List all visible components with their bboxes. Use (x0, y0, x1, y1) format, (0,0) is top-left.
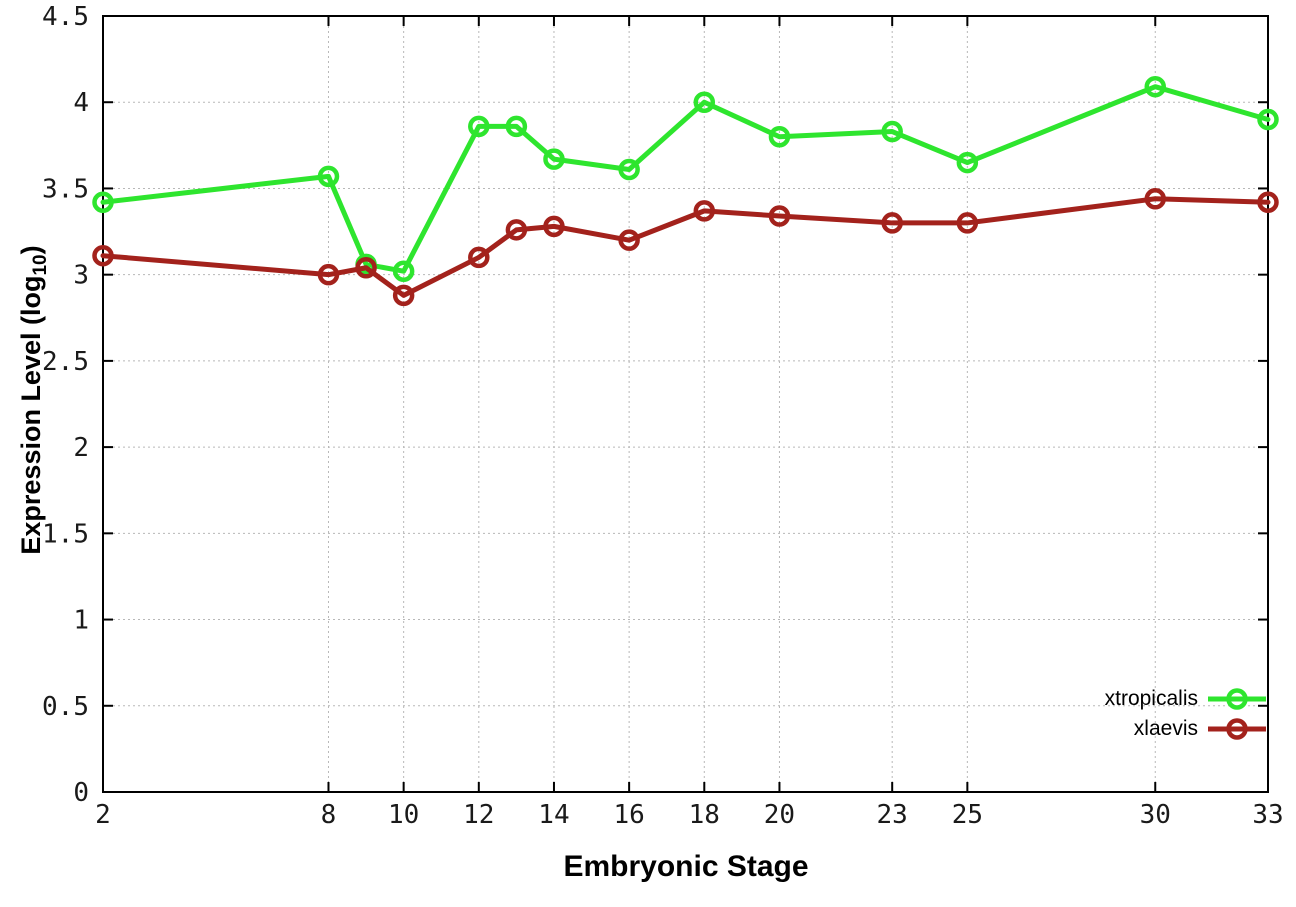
data-point-xtropicalis (505, 115, 528, 138)
data-point-xlaevis (92, 244, 114, 267)
data-point-xtropicalis (956, 151, 979, 174)
data-point-xtropicalis (1257, 108, 1279, 131)
x-tick-label: 16 (613, 800, 644, 830)
data-point-xtropicalis (1144, 75, 1167, 98)
x-tick-label: 20 (764, 800, 795, 830)
data-point-xlaevis (543, 215, 565, 238)
data-point-xlaevis (693, 200, 716, 222)
plot-border (102, 15, 1269, 793)
y-tick-label: 0 (73, 778, 89, 808)
y-tick-label: 1 (73, 606, 89, 636)
data-point-xlaevis (392, 284, 415, 307)
data-point-xtropicalis (693, 91, 716, 113)
y-axis-title-text: Expression Level (log (15, 275, 46, 555)
y-tick-label: 3 (73, 261, 89, 291)
x-tick-label: 25 (952, 800, 983, 830)
data-point-xtropicalis (543, 148, 565, 170)
y-tick-label: 4.5 (42, 2, 89, 32)
y-axis-title-close: ) (15, 245, 46, 255)
data-point-xlaevis (355, 257, 377, 279)
legend-item-xtropicalis: xtropicalis (1105, 686, 1266, 712)
legend-sample-line-icon (1208, 688, 1266, 710)
x-axis-title: Embryonic Stage (563, 850, 809, 883)
y-tick-label: 2.5 (42, 347, 89, 377)
x-tick-label: 12 (463, 800, 494, 830)
legend-label-xlaevis: xlaevis (1133, 717, 1198, 740)
x-tick-label: 2 (95, 800, 111, 830)
data-point-xtropicalis (881, 120, 903, 143)
data-point-xtropicalis (468, 115, 490, 138)
data-point-xlaevis (768, 205, 791, 227)
data-point-xlaevis (618, 229, 640, 251)
data-point-xlaevis (956, 212, 979, 234)
x-tick-label: 18 (689, 800, 720, 830)
data-point-xlaevis (468, 246, 490, 269)
data-point-xtropicalis (392, 260, 415, 282)
data-point-xtropicalis (768, 125, 791, 148)
y-tick-label: 3.5 (42, 174, 89, 204)
data-point-xlaevis (1144, 188, 1167, 210)
data-point-xlaevis (505, 219, 528, 241)
x-tick-label: 30 (1140, 800, 1171, 830)
legend-label-xtropicalis: xtropicalis (1104, 687, 1198, 710)
data-point-xlaevis (317, 263, 340, 286)
data-point-xtropicalis (618, 158, 640, 181)
x-tick-label: 10 (388, 800, 419, 830)
x-tick-label: 14 (538, 800, 569, 830)
series-line-xlaevis (100, 196, 1271, 298)
data-point-xlaevis (1257, 191, 1279, 213)
x-tick-label: 8 (321, 800, 337, 830)
data-point-xlaevis (881, 212, 903, 234)
data-point-xtropicalis (317, 165, 340, 188)
y-tick-label: 4 (73, 88, 89, 118)
data-point-xtropicalis (92, 191, 114, 213)
legend-item-xlaevis: xlaevis (1134, 716, 1266, 742)
x-tick-label: 33 (1252, 800, 1283, 830)
y-tick-label: 1.5 (42, 519, 89, 549)
x-tick-label: 23 (877, 800, 908, 830)
y-tick-label: 2 (73, 433, 89, 463)
y-axis-title-subscript: 10 (30, 254, 52, 276)
y-axis-title: Expression Level (log10) (16, 245, 52, 554)
legend-sample-line-icon (1208, 718, 1266, 740)
series-line-xtropicalis (100, 84, 1271, 274)
legend: xtropicalis xlaevis (1105, 686, 1266, 742)
y-tick-label: 0.5 (42, 692, 89, 722)
